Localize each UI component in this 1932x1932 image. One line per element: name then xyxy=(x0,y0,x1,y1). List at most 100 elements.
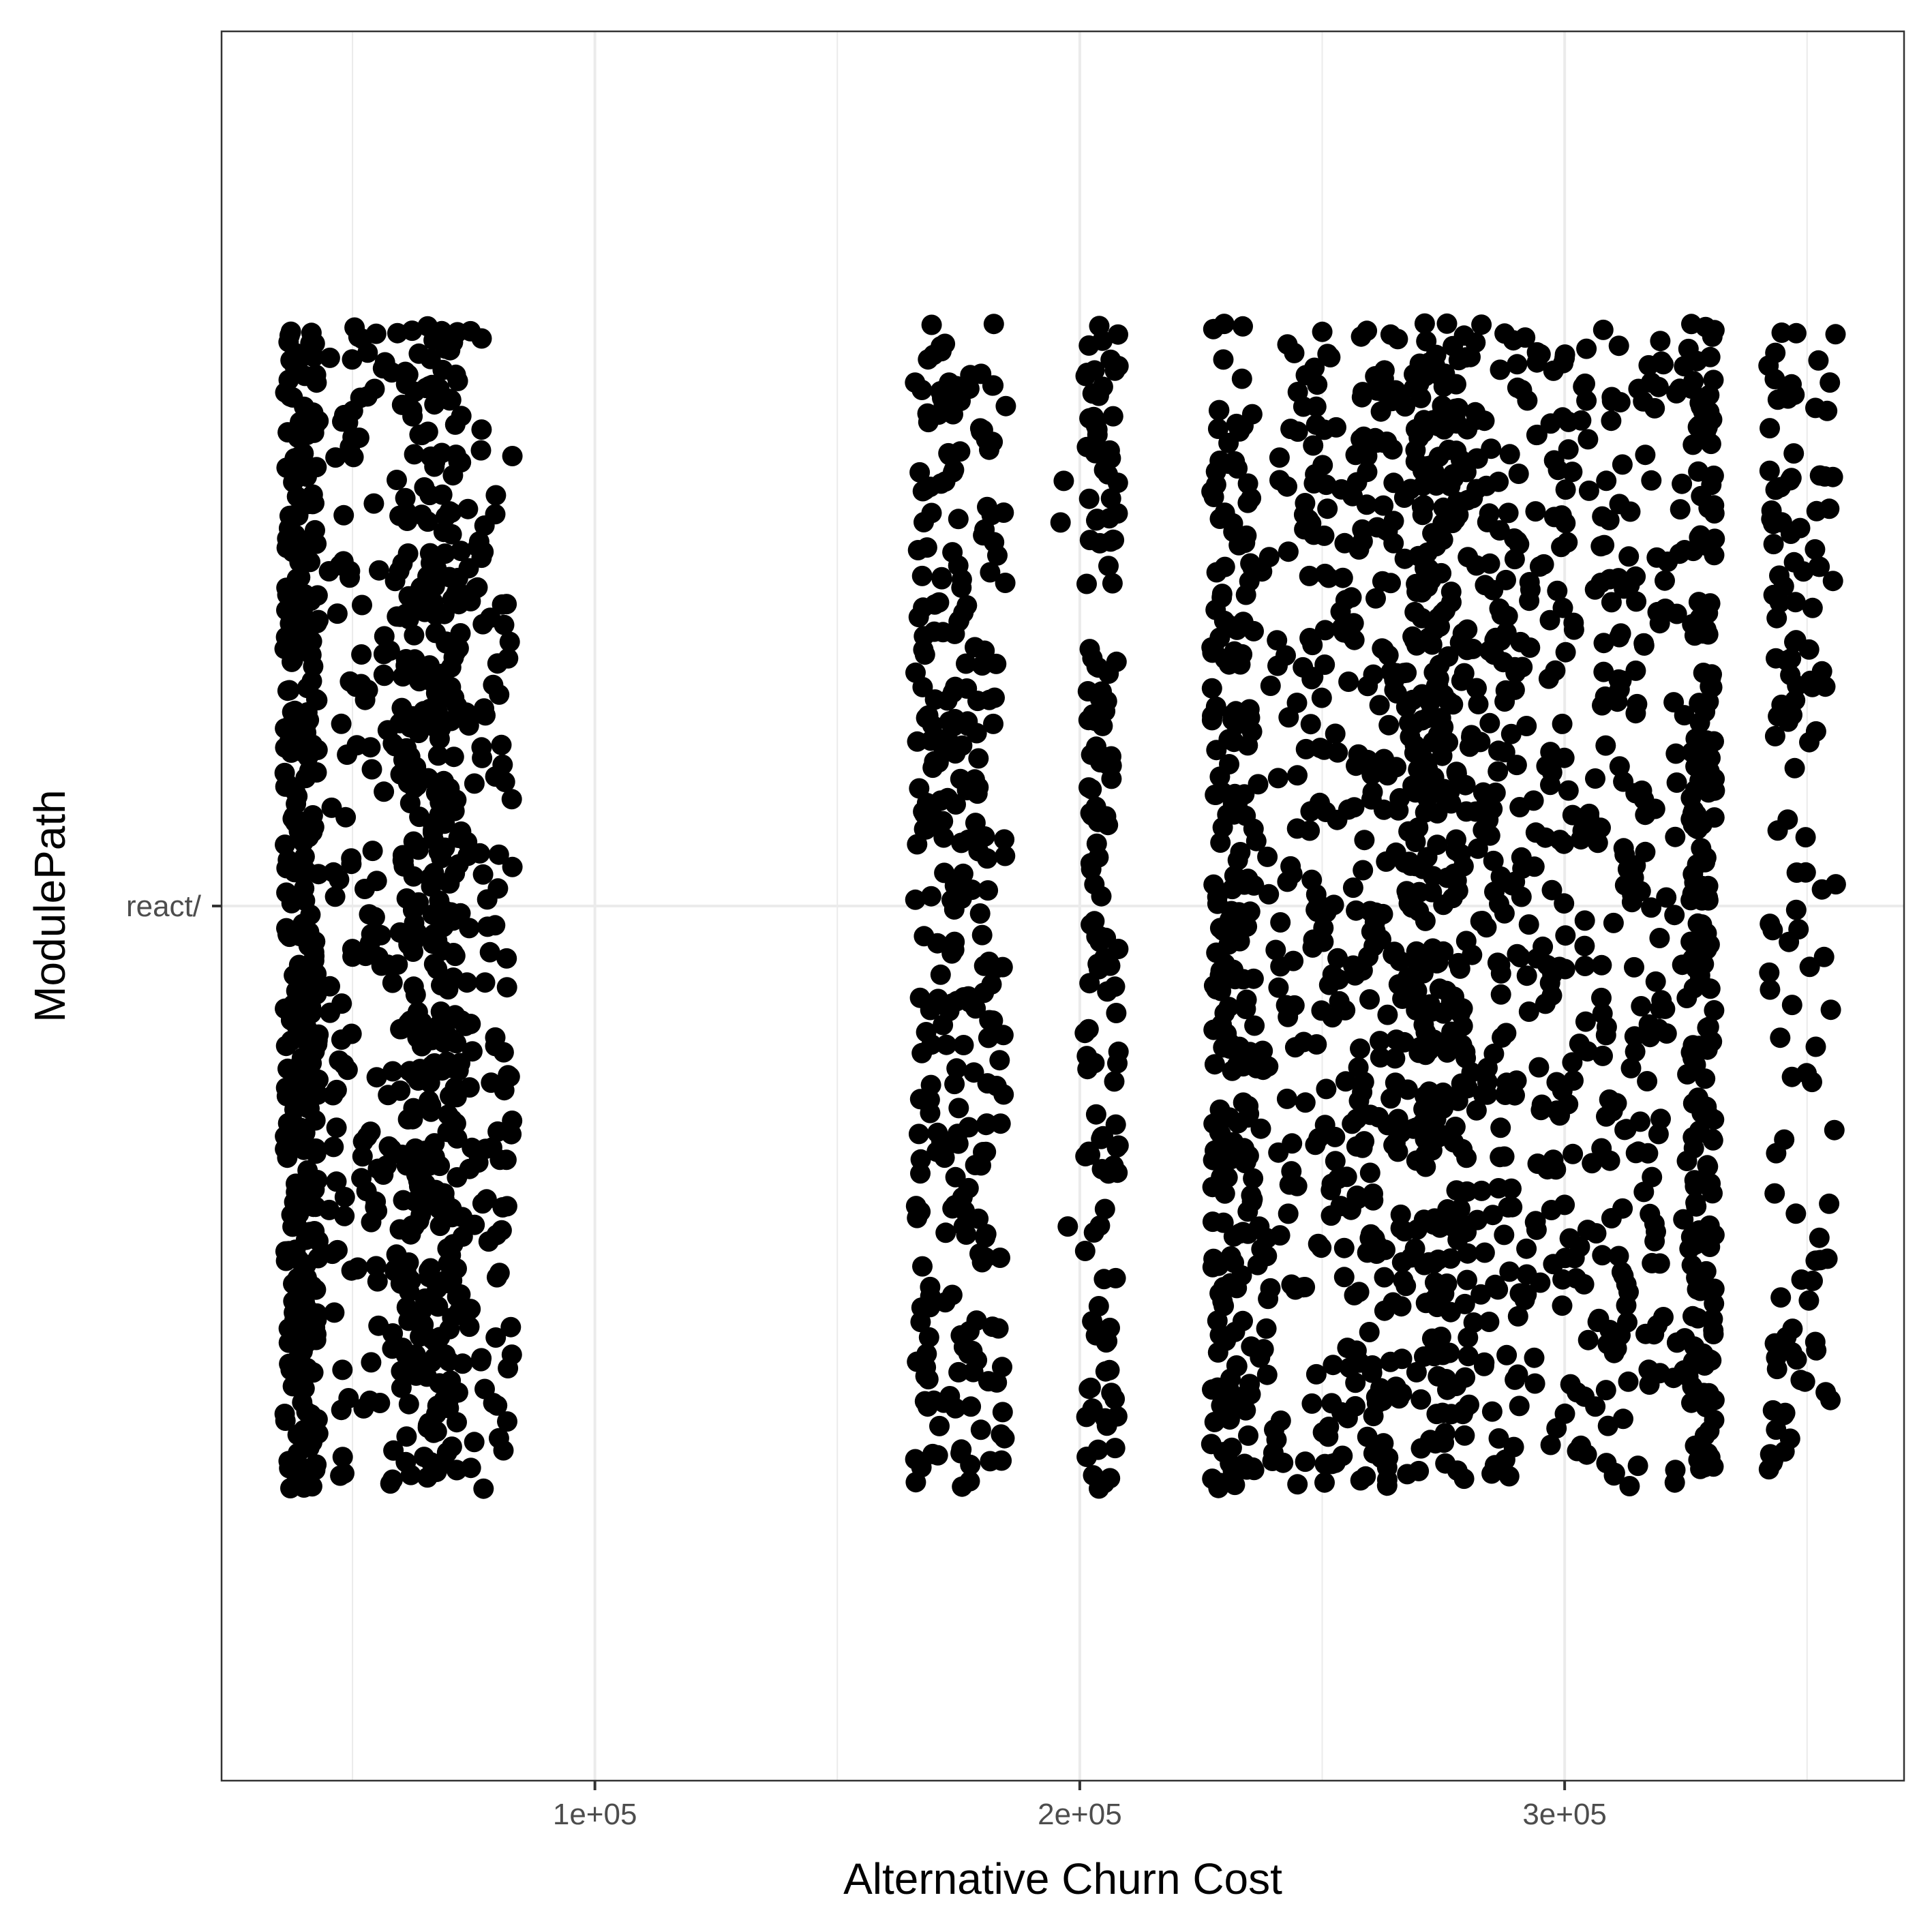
data-point xyxy=(342,349,363,370)
data-point xyxy=(1457,1243,1478,1264)
data-point xyxy=(1552,713,1573,734)
data-point xyxy=(1445,1117,1466,1137)
data-point xyxy=(299,1222,320,1243)
data-point xyxy=(1074,1241,1096,1261)
data-point xyxy=(1496,1082,1517,1103)
data-point xyxy=(1406,1361,1427,1383)
data-point xyxy=(472,614,494,635)
data-point xyxy=(1093,1269,1115,1290)
data-point xyxy=(1079,639,1100,660)
data-point xyxy=(1436,313,1458,334)
data-point xyxy=(361,759,382,780)
data-point xyxy=(295,584,315,605)
data-point xyxy=(917,403,938,424)
data-point xyxy=(1372,903,1393,924)
data-point xyxy=(1489,893,1509,914)
data-point xyxy=(1555,925,1576,946)
data-point xyxy=(1310,738,1331,759)
data-point xyxy=(1246,830,1267,851)
data-point xyxy=(995,845,1016,866)
data-point xyxy=(930,964,951,985)
data-point xyxy=(971,1252,993,1273)
data-point xyxy=(1597,1415,1618,1436)
data-point xyxy=(285,1293,306,1314)
data-point xyxy=(1284,342,1305,363)
data-point xyxy=(1482,798,1503,819)
data-point xyxy=(1365,588,1386,609)
data-point xyxy=(497,1411,517,1432)
data-point xyxy=(1518,914,1539,935)
data-point xyxy=(472,864,494,885)
data-point xyxy=(1424,620,1445,641)
data-point xyxy=(1405,451,1426,472)
data-point xyxy=(959,378,980,399)
data-point xyxy=(957,715,978,736)
data-point xyxy=(1380,1351,1401,1372)
data-point xyxy=(1385,1132,1406,1153)
data-point xyxy=(1211,587,1233,608)
data-point xyxy=(420,1258,441,1279)
data-point xyxy=(1244,1015,1265,1036)
data-point xyxy=(498,1358,519,1378)
data-point xyxy=(1374,749,1395,770)
data-point xyxy=(1648,1123,1669,1145)
data-point xyxy=(382,972,403,993)
data-point xyxy=(450,1284,471,1305)
data-point xyxy=(395,1451,417,1473)
data-point xyxy=(1687,1390,1708,1411)
data-point xyxy=(1318,1417,1340,1437)
data-point xyxy=(1620,1057,1642,1078)
data-point xyxy=(382,1061,404,1082)
data-point xyxy=(929,1415,950,1436)
data-point xyxy=(1218,453,1239,474)
data-point xyxy=(443,943,464,963)
data-point xyxy=(1440,582,1462,603)
data-point xyxy=(1087,437,1108,458)
data-point xyxy=(332,1447,353,1468)
data-point xyxy=(293,1139,314,1160)
data-point xyxy=(1457,619,1478,640)
data-point xyxy=(1384,941,1405,963)
data-point xyxy=(462,1137,483,1158)
data-point xyxy=(286,1173,306,1194)
data-point xyxy=(1256,1228,1278,1249)
data-point xyxy=(1373,495,1394,516)
data-point xyxy=(361,924,382,945)
data-point xyxy=(341,1260,362,1281)
data-point xyxy=(1511,380,1533,401)
data-point xyxy=(1390,1204,1411,1225)
data-point xyxy=(1555,513,1576,534)
data-point xyxy=(387,470,407,490)
data-point xyxy=(1466,1100,1487,1121)
data-point xyxy=(1474,1352,1495,1373)
data-point xyxy=(393,749,414,770)
data-points xyxy=(274,313,1846,1499)
data-point xyxy=(1689,1120,1710,1141)
data-point xyxy=(943,462,963,483)
data-point xyxy=(1613,1408,1633,1430)
data-point xyxy=(360,737,381,758)
data-point xyxy=(395,649,417,669)
data-point xyxy=(333,551,354,572)
data-point xyxy=(1489,598,1510,619)
data-point xyxy=(1210,832,1231,853)
data-point xyxy=(467,577,488,598)
data-point xyxy=(485,915,506,936)
data-point xyxy=(1415,910,1436,931)
data-point xyxy=(1214,953,1235,974)
data-point xyxy=(1436,1042,1458,1063)
data-point xyxy=(1320,1205,1342,1226)
data-point xyxy=(1233,1138,1254,1159)
data-point xyxy=(481,1137,502,1158)
data-point xyxy=(1332,567,1353,588)
data-point xyxy=(983,314,1004,335)
data-point xyxy=(1106,1406,1128,1427)
data-point xyxy=(1089,1215,1111,1236)
data-point xyxy=(446,1033,467,1054)
data-point xyxy=(1087,954,1108,974)
data-point xyxy=(1286,1175,1308,1196)
data-point xyxy=(1473,782,1494,803)
data-point xyxy=(1395,396,1416,417)
data-point xyxy=(327,603,348,624)
data-point xyxy=(1231,368,1252,389)
